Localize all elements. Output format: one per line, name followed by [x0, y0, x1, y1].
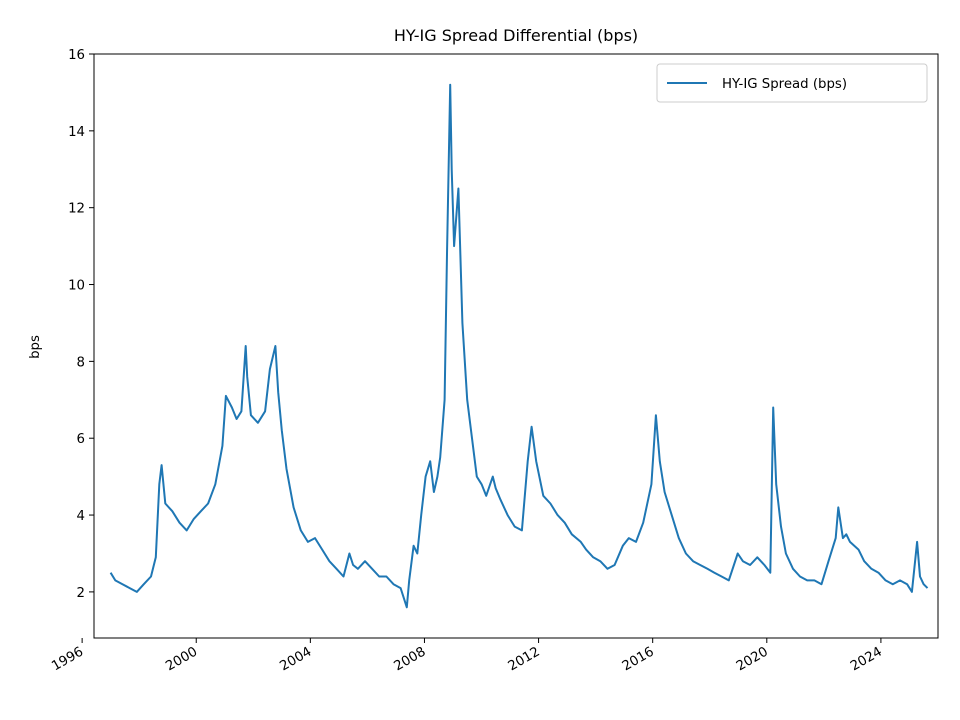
y-tick-label: 4: [77, 509, 85, 524]
legend-label: HY-IG Spread (bps): [722, 77, 847, 92]
y-tick-label: 6: [77, 432, 85, 447]
y-tick-label: 12: [68, 202, 85, 217]
y-tick-label: 16: [68, 48, 85, 63]
chart-title: HY-IG Spread Differential (bps): [394, 26, 638, 45]
y-tick-label: 8: [77, 355, 85, 370]
plot-area: [109, 83, 929, 609]
y-axis: 2 4 6 8 10 12 14 16: [68, 48, 94, 601]
y-tick-label: 2: [77, 586, 85, 601]
legend: HY-IG Spread (bps): [656, 63, 928, 103]
y-axis-label: bps: [28, 335, 43, 359]
axes-frame: [93, 53, 939, 639]
series-line-0: [109, 83, 929, 609]
legend-box: [656, 63, 928, 103]
y-tick-label: 10: [68, 279, 85, 294]
y-tick-label: 14: [68, 125, 85, 140]
